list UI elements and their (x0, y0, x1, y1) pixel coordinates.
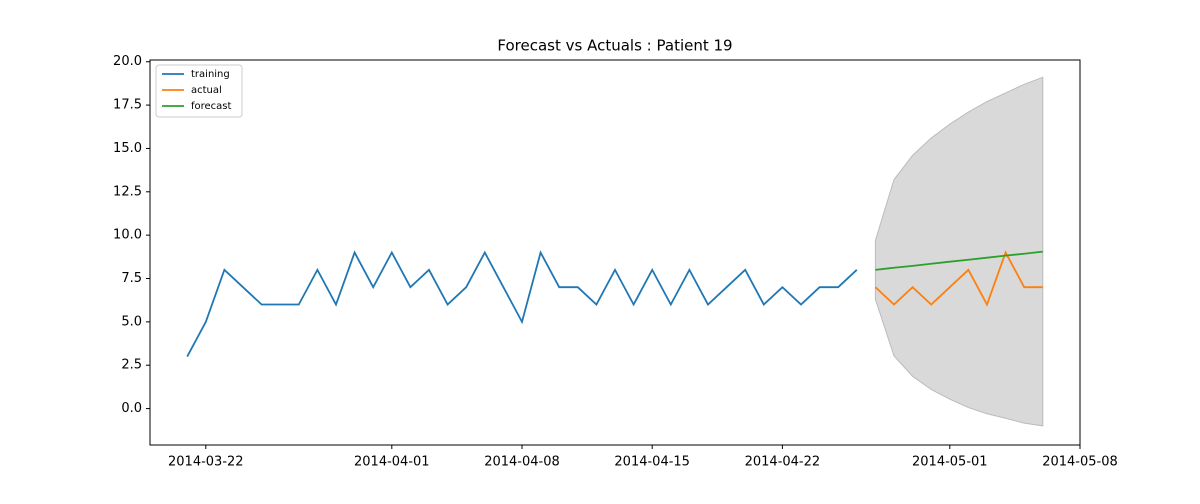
series-line (875, 250, 1043, 271)
x-tick-label: 2014-04-01 (354, 455, 430, 470)
x-tick-label: 2014-05-01 (912, 455, 988, 470)
y-tick-label: 15.0 (113, 141, 142, 156)
legend-label: forecast (191, 101, 232, 112)
legend: training actual forecast (155, 64, 243, 118)
y-tick-label: 7.5 (121, 271, 142, 286)
y-tick-label: 2.5 (121, 358, 142, 373)
legend-box (155, 64, 243, 118)
y-tick-label: 20.0 (113, 54, 142, 69)
y-tick-label: 5.0 (121, 314, 142, 329)
series-line (874, 250, 1043, 307)
chart-title: Forecast vs Actuals : Patient 19 (497, 37, 732, 55)
y-tick-label: 10.0 (113, 228, 142, 243)
x-tick-label: 2014-04-22 (745, 455, 821, 470)
legend-label: actual (191, 85, 222, 96)
confidence-band (874, 76, 1044, 427)
legend-label: training (191, 69, 230, 80)
series-line (186, 250, 858, 357)
x-tick-label: 2014-05-08 (1042, 455, 1118, 470)
plot-frame (149, 59, 1081, 446)
y-tick-label: 12.5 (113, 184, 142, 199)
x-tick-label: 2014-04-08 (484, 455, 560, 470)
y-tick-label: 0.0 (121, 401, 142, 416)
x-tick-label: 2014-03-22 (168, 455, 244, 470)
y-tick-label: 17.5 (113, 98, 142, 113)
x-tick-label: 2014-04-15 (614, 455, 690, 470)
